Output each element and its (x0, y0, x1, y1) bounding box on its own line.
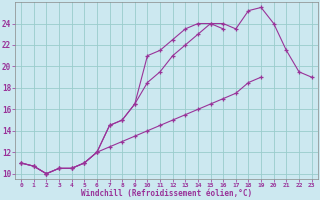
X-axis label: Windchill (Refroidissement éolien,°C): Windchill (Refroidissement éolien,°C) (81, 189, 252, 198)
